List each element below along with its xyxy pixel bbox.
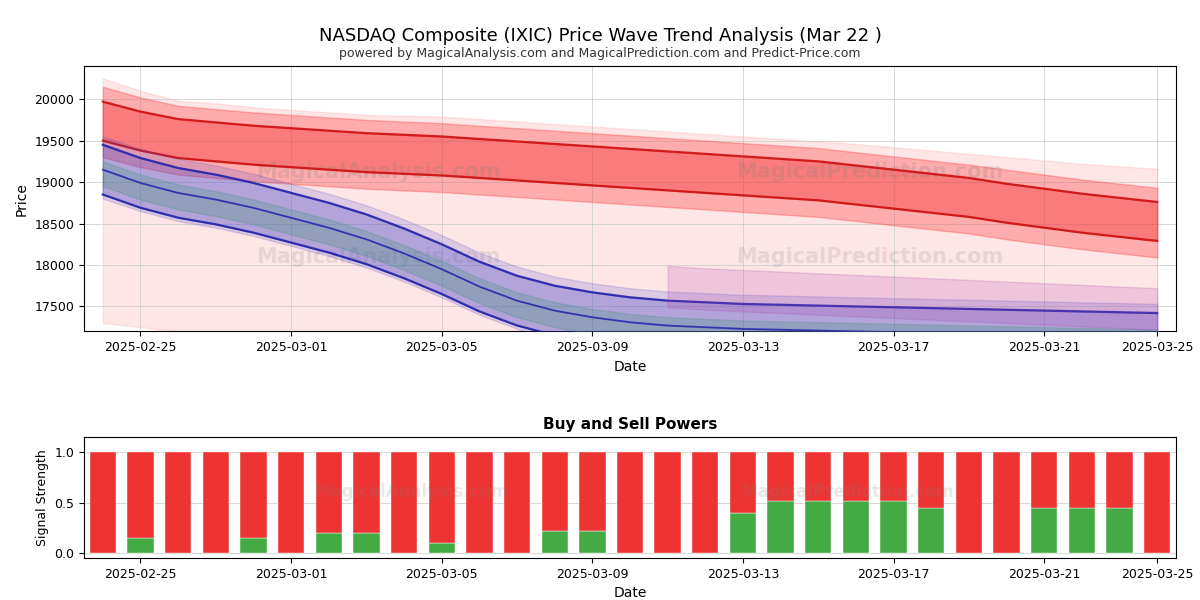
Bar bbox=[805, 452, 832, 501]
Bar bbox=[730, 452, 756, 513]
Bar bbox=[918, 508, 944, 553]
Bar bbox=[768, 452, 793, 501]
Bar bbox=[1031, 452, 1057, 508]
Bar bbox=[955, 452, 982, 553]
Bar bbox=[90, 452, 116, 553]
Bar bbox=[316, 452, 342, 533]
Bar bbox=[127, 538, 154, 553]
Text: MagicalPrediction.com: MagicalPrediction.com bbox=[737, 162, 1004, 182]
Bar bbox=[428, 452, 455, 543]
Bar bbox=[617, 452, 643, 553]
Bar bbox=[1031, 508, 1057, 553]
Bar bbox=[918, 452, 944, 508]
Bar bbox=[842, 501, 869, 553]
Text: MagicalPrediction.com: MagicalPrediction.com bbox=[737, 247, 1004, 267]
Title: Buy and Sell Powers: Buy and Sell Powers bbox=[542, 417, 718, 432]
Bar bbox=[127, 452, 154, 538]
Bar bbox=[1069, 452, 1096, 508]
Bar bbox=[240, 452, 266, 538]
Bar bbox=[1106, 508, 1133, 553]
Bar bbox=[353, 452, 379, 533]
Bar bbox=[428, 543, 455, 553]
Text: powered by MagicalAnalysis.com and MagicalPrediction.com and Predict-Price.com: powered by MagicalAnalysis.com and Magic… bbox=[340, 47, 860, 60]
Bar bbox=[805, 501, 832, 553]
Bar bbox=[881, 452, 907, 501]
Bar bbox=[994, 452, 1020, 553]
Bar bbox=[1106, 452, 1133, 508]
Y-axis label: Signal Strength: Signal Strength bbox=[36, 449, 49, 546]
Bar bbox=[692, 452, 719, 553]
Bar bbox=[240, 538, 266, 553]
Bar bbox=[353, 533, 379, 553]
Text: MagicalAnalysis.com: MagicalAnalysis.com bbox=[257, 162, 502, 182]
Bar bbox=[1069, 508, 1096, 553]
Text: MagicalAnalysis.com: MagicalAnalysis.com bbox=[257, 247, 502, 267]
Bar bbox=[541, 531, 568, 553]
Bar bbox=[730, 513, 756, 553]
X-axis label: Date: Date bbox=[613, 586, 647, 600]
Bar bbox=[881, 501, 907, 553]
Text: MagicalAnalysis.com: MagicalAnalysis.com bbox=[314, 482, 509, 500]
Bar bbox=[467, 452, 492, 553]
Bar bbox=[203, 452, 229, 553]
Bar bbox=[768, 501, 793, 553]
Bar bbox=[504, 452, 530, 553]
Bar bbox=[580, 531, 606, 553]
Bar bbox=[1144, 452, 1170, 553]
Y-axis label: Price: Price bbox=[14, 182, 29, 215]
Bar bbox=[580, 452, 606, 531]
Bar bbox=[654, 452, 680, 553]
Text: MagicalPrediction.com: MagicalPrediction.com bbox=[742, 482, 955, 500]
Bar bbox=[316, 533, 342, 553]
Bar bbox=[278, 452, 305, 553]
X-axis label: Date: Date bbox=[613, 359, 647, 374]
Bar bbox=[164, 452, 191, 553]
Bar bbox=[391, 452, 418, 553]
Bar bbox=[842, 452, 869, 501]
Bar bbox=[541, 452, 568, 531]
Text: NASDAQ Composite (IXIC) Price Wave Trend Analysis (Mar 22 ): NASDAQ Composite (IXIC) Price Wave Trend… bbox=[318, 27, 882, 45]
